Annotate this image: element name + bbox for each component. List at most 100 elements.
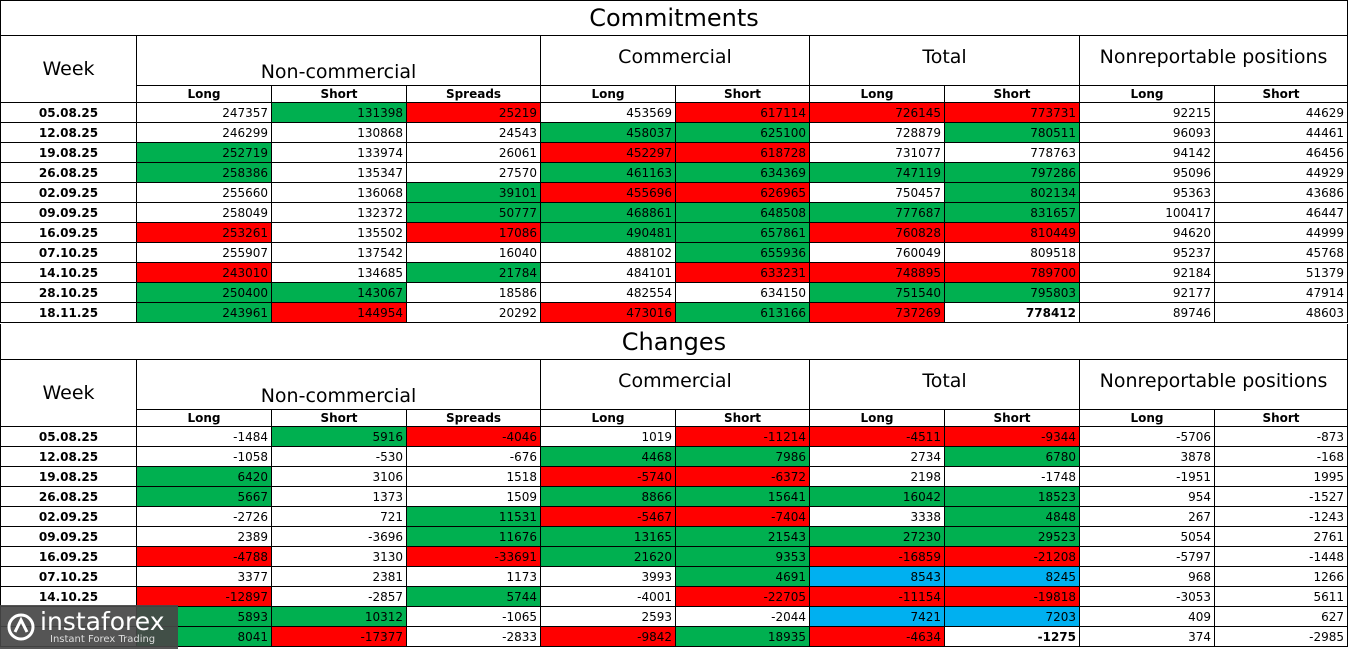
value-cell: 1266: [1215, 567, 1348, 587]
value-cell: 16042: [810, 487, 945, 507]
value-cell: 250400: [137, 283, 272, 303]
value-cell: 455696: [541, 183, 676, 203]
value-cell: 1173: [407, 567, 541, 587]
value-cell: -676: [407, 447, 541, 467]
value-cell: 48603: [1215, 303, 1348, 323]
value-cell: 751540: [810, 283, 945, 303]
value-cell: 137542: [272, 243, 407, 263]
value-cell: 18586: [407, 283, 541, 303]
value-cell: -1748: [945, 467, 1080, 487]
value-cell: 21784: [407, 263, 541, 283]
value-cell: 1518: [407, 467, 541, 487]
value-cell: 135347: [272, 163, 407, 183]
sub-header: Long: [137, 86, 272, 103]
value-cell: 46456: [1215, 143, 1348, 163]
value-cell: 748895: [810, 263, 945, 283]
value-cell: 3377: [137, 567, 272, 587]
value-cell: 797286: [945, 163, 1080, 183]
value-cell: 144954: [272, 303, 407, 323]
value-cell: 246299: [137, 123, 272, 143]
value-cell: 8245: [945, 567, 1080, 587]
value-cell: -6372: [676, 467, 810, 487]
value-cell: -1058: [137, 447, 272, 467]
sub-header: Long: [1080, 86, 1215, 103]
sub-header: Short: [945, 86, 1080, 103]
value-cell: 94620: [1080, 223, 1215, 243]
value-cell: 243010: [137, 263, 272, 283]
week-cell: 09.09.25: [0, 203, 137, 223]
value-cell: 726145: [810, 103, 945, 123]
value-cell: -530: [272, 447, 407, 467]
value-cell: 133974: [272, 143, 407, 163]
week-cell: 02.09.25: [0, 507, 137, 527]
value-cell: 3130: [272, 547, 407, 567]
week-cell: 19.08.25: [0, 467, 137, 487]
sub-header: Short: [1215, 86, 1348, 103]
value-cell: 1373: [272, 487, 407, 507]
value-cell: 409: [1080, 607, 1215, 627]
week-cell: 14.10.25: [0, 263, 137, 283]
value-cell: 92177: [1080, 283, 1215, 303]
value-cell: 728879: [810, 123, 945, 143]
value-cell: 1509: [407, 487, 541, 507]
value-cell: -1448: [1215, 547, 1348, 567]
value-cell: 461163: [541, 163, 676, 183]
sub-header: Short: [1215, 410, 1348, 427]
value-cell: 648508: [676, 203, 810, 223]
value-cell: 20292: [407, 303, 541, 323]
value-cell: 94142: [1080, 143, 1215, 163]
group-header: Total: [810, 360, 1080, 410]
week-cell: 12.08.25: [0, 447, 137, 467]
sub-header: Short: [676, 86, 810, 103]
value-cell: 92215: [1080, 103, 1215, 123]
value-cell: 4848: [945, 507, 1080, 527]
value-cell: 802134: [945, 183, 1080, 203]
value-cell: 247357: [137, 103, 272, 123]
value-cell: 626965: [676, 183, 810, 203]
week-cell: 12.08.25: [0, 123, 137, 143]
value-cell: 5744: [407, 587, 541, 607]
value-cell: 634150: [676, 283, 810, 303]
value-cell: -4046: [407, 427, 541, 447]
value-cell: 130868: [272, 123, 407, 143]
value-cell: -7404: [676, 507, 810, 527]
value-cell: -21208: [945, 547, 1080, 567]
value-cell: 3106: [272, 467, 407, 487]
value-cell: -5706: [1080, 427, 1215, 447]
value-cell: 50777: [407, 203, 541, 223]
week-cell: 28.10.25: [0, 283, 137, 303]
value-cell: 7203: [945, 607, 1080, 627]
value-cell: 7986: [676, 447, 810, 467]
value-cell: -9842: [541, 627, 676, 647]
value-cell: -4001: [541, 587, 676, 607]
value-cell: 737269: [810, 303, 945, 323]
value-cell: 625100: [676, 123, 810, 143]
value-cell: 134685: [272, 263, 407, 283]
value-cell: 2734: [810, 447, 945, 467]
value-cell: 25219: [407, 103, 541, 123]
value-cell: 3993: [541, 567, 676, 587]
table-title: Commitments: [0, 0, 1348, 36]
logo-tagline: Instant Forex Trading: [50, 634, 156, 645]
logo-name: instaforex: [40, 607, 165, 636]
value-cell: 458037: [541, 123, 676, 143]
sub-header: Short: [945, 410, 1080, 427]
value-cell: 11676: [407, 527, 541, 547]
value-cell: 627: [1215, 607, 1348, 627]
value-cell: -4634: [810, 627, 945, 647]
value-cell: -5797: [1080, 547, 1215, 567]
value-cell: 968: [1080, 567, 1215, 587]
value-cell: -5467: [541, 507, 676, 527]
value-cell: -2833: [407, 627, 541, 647]
week-cell: 02.09.25: [0, 183, 137, 203]
value-cell: 789700: [945, 263, 1080, 283]
value-cell: -1527: [1215, 487, 1348, 507]
value-cell: 780511: [945, 123, 1080, 143]
week-header: Week: [0, 360, 137, 427]
group-header: Nonreportable positions: [1080, 36, 1348, 86]
sub-header: Long: [541, 86, 676, 103]
value-cell: 5611: [1215, 587, 1348, 607]
value-cell: -11214: [676, 427, 810, 447]
value-cell: -4788: [137, 547, 272, 567]
value-cell: 24543: [407, 123, 541, 143]
